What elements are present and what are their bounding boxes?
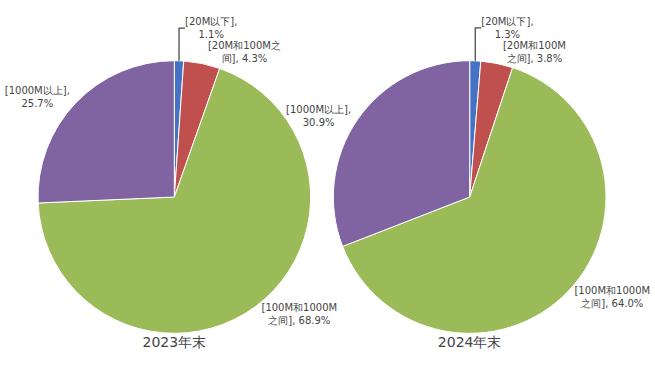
svg-text:[100M和1000M之间], 68.9%: [100M和1000M之间], 68.9% — [261, 302, 337, 326]
svg-text:[100M和1000M之间], 64.0%: [100M和1000M之间], 64.0% — [574, 285, 650, 309]
svg-text:2023年末: 2023年末 — [142, 334, 206, 350]
svg-text:[20M和100M之间], 4.3%: [20M和100M之间], 4.3% — [208, 40, 281, 64]
svg-text:[20M以下],1.1%: [20M以下],1.1% — [185, 16, 237, 40]
svg-text:[20M以下],1.3%: [20M以下],1.3% — [481, 16, 533, 40]
svg-text:[1000M以上],25.7%: [1000M以上],25.7% — [5, 85, 70, 109]
svg-text:2024年末: 2024年末 — [438, 334, 502, 350]
svg-text:[20M和100M之间], 3.8%: [20M和100M之间], 3.8% — [503, 40, 566, 64]
svg-text:[1000M以上],30.9%: [1000M以上],30.9% — [286, 104, 351, 128]
